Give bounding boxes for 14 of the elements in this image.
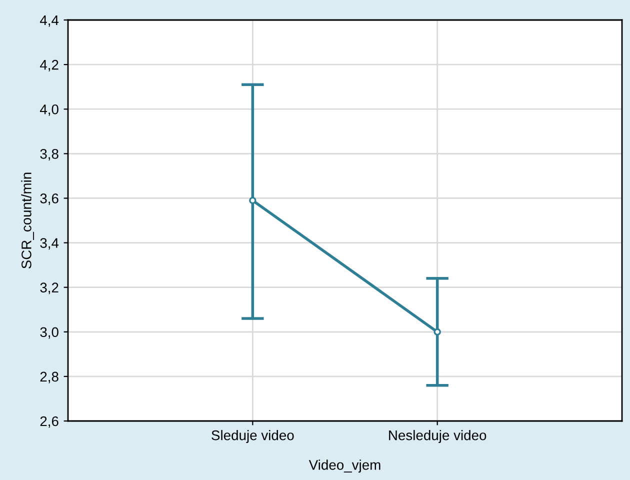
- y-tick-label: 3,0: [40, 327, 58, 339]
- y-axis-title: SCR_count/min: [21, 172, 34, 268]
- y-tick-label: 3,4: [40, 238, 59, 250]
- x-axis-title: Video_vjem: [308, 460, 380, 473]
- y-tick-label: 4,0: [40, 104, 58, 116]
- y-tick-label: 2,6: [40, 416, 58, 428]
- x-tick-label: Nesleduje video: [389, 430, 486, 443]
- y-tick-label: 3,8: [40, 149, 58, 160]
- y-tick-label: 2,8: [40, 372, 58, 384]
- y-tick-label: 3,2: [40, 282, 58, 294]
- x-tick-label: Sleduje video: [212, 430, 294, 443]
- y-tick-label: 4,4: [40, 15, 59, 27]
- y-tick-label: 4,2: [40, 60, 58, 72]
- y-tick-label: 3,6: [40, 194, 58, 206]
